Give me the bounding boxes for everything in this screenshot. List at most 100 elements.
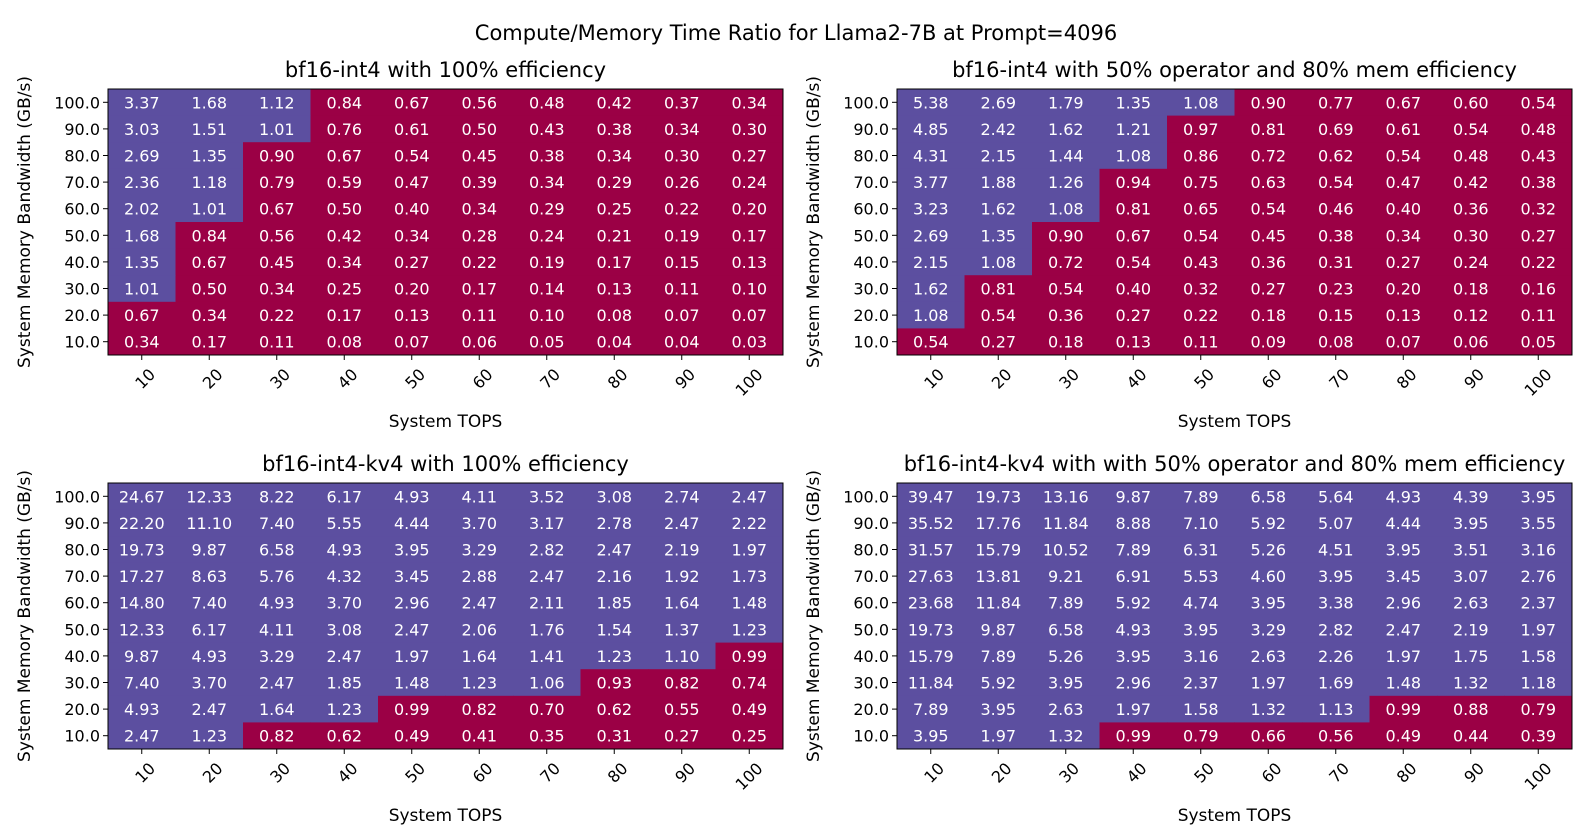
heatmap-cell <box>175 616 244 644</box>
cell-value-label: 11.84 <box>975 594 1021 613</box>
cell-value-label: 2.26 <box>1318 647 1354 666</box>
cell-value-label: 0.49 <box>1385 727 1421 746</box>
heatmap-cell <box>648 275 716 303</box>
cell-value-label: 0.13 <box>1115 333 1151 352</box>
cell-value-label: 7.10 <box>1183 514 1219 533</box>
heatmap-cell <box>964 142 1033 170</box>
heatmap-cell <box>445 301 514 329</box>
cell-value-label: 0.50 <box>326 200 362 219</box>
heatmap-cell <box>1099 589 1168 617</box>
cell-value-label: 0.47 <box>1385 173 1421 192</box>
cell-value-label: 0.11 <box>664 280 700 299</box>
cell-value-label: 3.95 <box>1453 514 1489 533</box>
cell-value-label: 3.17 <box>529 514 565 533</box>
plot-frame <box>107 88 784 356</box>
heatmap-cell <box>108 142 176 170</box>
cell-value-label: 3.03 <box>124 120 160 139</box>
x-tick-label: 20 <box>988 759 1016 787</box>
cell-value-label: 1.18 <box>191 173 227 192</box>
cell-value-label: 3.08 <box>596 487 632 506</box>
cell-value-label: 0.18 <box>1453 280 1489 299</box>
cell-value-label: 0.17 <box>326 306 362 325</box>
cell-value-label: 4.93 <box>259 594 295 613</box>
heatmap-cell <box>243 695 311 723</box>
cell-value-label: 0.61 <box>394 120 430 139</box>
cell-value-label: 0.11 <box>1520 306 1556 325</box>
heatmap-cell <box>1504 589 1573 617</box>
heatmap-cell <box>964 642 1033 670</box>
cell-value-label: 4.31 <box>913 147 949 166</box>
heatmap-cell <box>1369 328 1438 356</box>
cell-value-label: 3.37 <box>124 93 160 112</box>
cell-value-label: 4.51 <box>1318 541 1354 560</box>
cell-value-label: 19.73 <box>908 620 954 639</box>
heatmap-cell <box>108 722 176 750</box>
heatmap-cell <box>243 509 311 537</box>
cell-value-label: 0.30 <box>664 147 700 166</box>
heatmap-cell <box>715 642 784 670</box>
heatmap-cell <box>897 536 965 564</box>
heatmap-cell <box>1167 695 1235 723</box>
cell-value-label: 0.84 <box>326 93 362 112</box>
heatmap-cell <box>1099 195 1168 223</box>
heatmap-cell <box>1099 562 1168 590</box>
cell-value-label: 0.40 <box>394 200 430 219</box>
cell-value-label: 0.14 <box>529 280 565 299</box>
cell-value-label: 0.72 <box>1048 253 1084 272</box>
heatmap-cell <box>243 89 311 117</box>
heatmap-cell <box>1369 142 1438 170</box>
cell-value-label: 1.21 <box>1115 120 1151 139</box>
heatmap-cell <box>580 536 649 564</box>
cell-value-label: 2.47 <box>529 567 565 586</box>
heatmap-cell <box>1167 616 1235 644</box>
heatmap-cell <box>1437 589 1505 617</box>
heatmap-cell <box>1369 642 1438 670</box>
cell-value-label: 17.76 <box>975 514 1021 533</box>
cell-value-label: 0.99 <box>731 647 767 666</box>
cell-value-label: 0.15 <box>1318 306 1354 325</box>
cell-value-label: 0.47 <box>394 173 430 192</box>
heatmap-cell <box>1302 642 1370 670</box>
heatmap-cell <box>310 589 379 617</box>
heatmap-cell <box>310 328 379 356</box>
y-axis-label: System Memory Bandwidth (GB/s) <box>15 470 35 762</box>
heatmap-cell <box>378 616 446 644</box>
cell-value-label: 0.25 <box>596 200 632 219</box>
cell-value-label: 1.64 <box>664 594 700 613</box>
cell-value-label: 2.76 <box>1520 567 1556 586</box>
x-axis-label: System TOPS <box>389 412 503 432</box>
heatmap-cell <box>1302 509 1370 537</box>
heatmap-cell <box>108 89 176 117</box>
cell-value-label: 5.26 <box>1048 647 1084 666</box>
y-tick-label: 100.0 <box>843 93 889 112</box>
cell-value-label: 1.08 <box>913 306 949 325</box>
heatmap-cell <box>513 301 581 329</box>
y-tick-label: 70.0 <box>64 567 100 586</box>
heatmap-cell <box>1167 562 1235 590</box>
cell-value-label: 4.44 <box>1385 514 1421 533</box>
heatmap-cell <box>1504 695 1573 723</box>
heatmap-cell <box>243 562 311 590</box>
heatmap-cell <box>378 89 446 117</box>
cell-value-label: 3.16 <box>1520 541 1556 560</box>
cell-value-label: 0.43 <box>1520 147 1556 166</box>
heatmap-cell <box>648 722 716 750</box>
cell-value-label: 1.54 <box>596 620 632 639</box>
cell-value-label: 1.32 <box>1453 674 1489 693</box>
plot-frame <box>896 482 1573 750</box>
y-tick-label: 60.0 <box>64 594 100 613</box>
heatmap-cell <box>1437 483 1505 511</box>
cell-value-label: 0.17 <box>596 253 632 272</box>
heatmap-cell <box>1369 301 1438 329</box>
heatmap-cell <box>108 275 176 303</box>
cell-value-label: 0.93 <box>596 674 632 693</box>
heatmap-cell <box>175 669 244 697</box>
heatmap-cell <box>964 509 1033 537</box>
cell-value-label: 0.42 <box>326 226 362 245</box>
cell-value-label: 3.07 <box>1453 567 1489 586</box>
heatmap-cell <box>1504 301 1573 329</box>
cell-value-label: 0.29 <box>596 173 632 192</box>
heatmap-cell <box>1099 483 1168 511</box>
cell-value-label: 0.84 <box>191 226 227 245</box>
cell-value-label: 1.97 <box>1115 700 1151 719</box>
